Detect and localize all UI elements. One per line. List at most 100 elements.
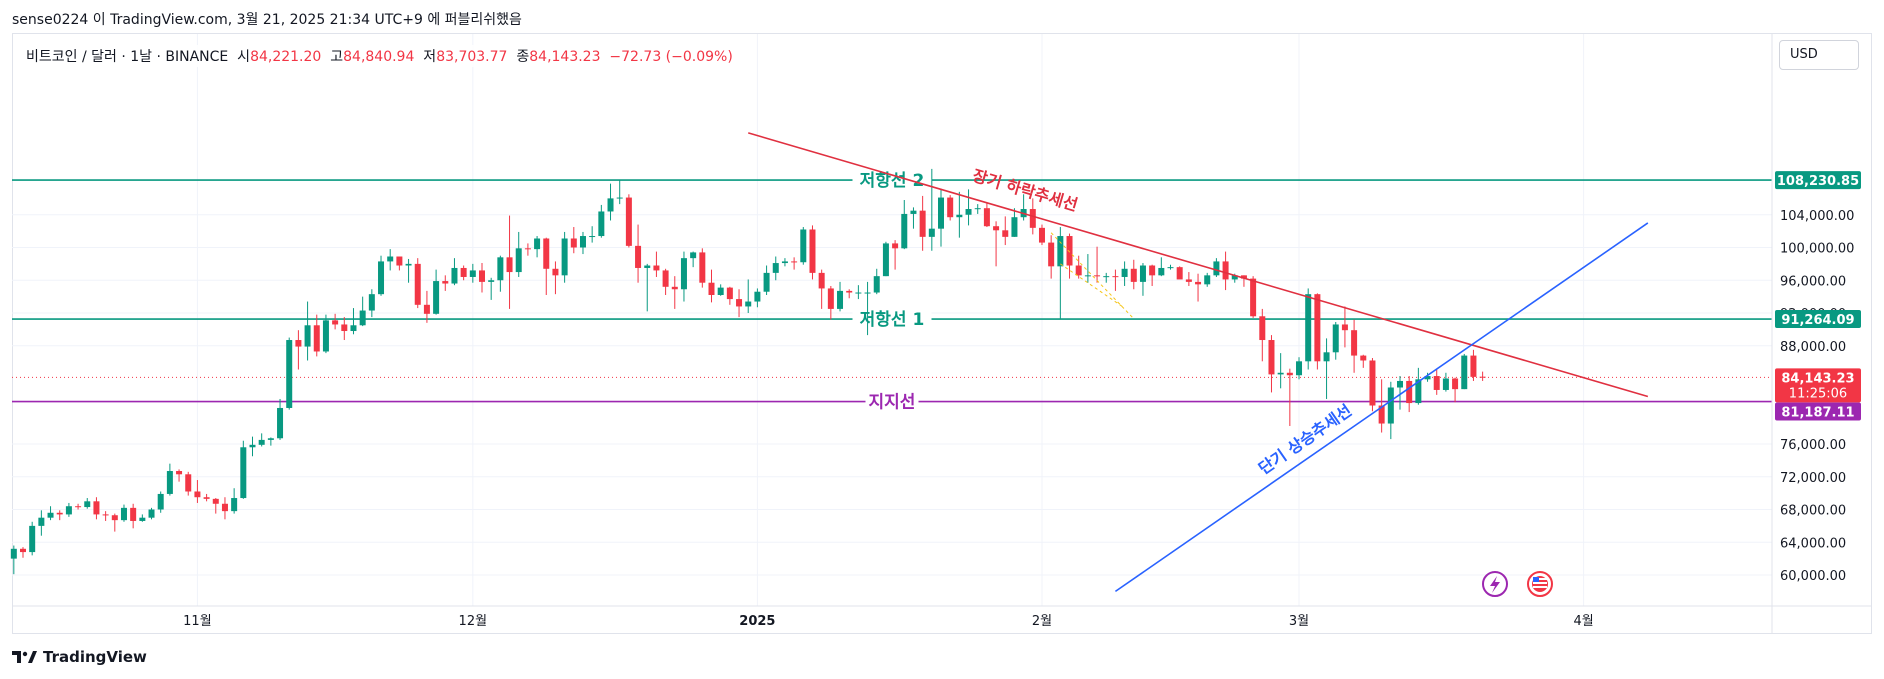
candle-body xyxy=(1470,355,1477,377)
candle-body xyxy=(818,272,825,289)
candle-body xyxy=(772,263,779,273)
time-tick-label: 2월 xyxy=(1032,614,1052,629)
candle-body xyxy=(286,340,293,408)
candle-body xyxy=(423,304,430,314)
time-tick-label: 2025 xyxy=(739,614,775,629)
candle-body xyxy=(387,256,394,262)
candle-body xyxy=(332,320,339,325)
level-label-bg xyxy=(852,169,932,192)
candle-body xyxy=(745,301,752,307)
candle-body xyxy=(644,265,651,268)
candle-body xyxy=(864,292,871,294)
candle-body xyxy=(781,261,788,264)
candle-body xyxy=(221,503,228,512)
time-tick-label: 3월 xyxy=(1289,614,1309,629)
candle-body xyxy=(1387,387,1394,424)
candle-body xyxy=(212,498,219,504)
candle-body xyxy=(359,310,366,326)
candle-body xyxy=(1240,275,1247,279)
open-label: 시 xyxy=(237,49,251,65)
candle-body xyxy=(1130,268,1137,282)
trendline xyxy=(1114,222,1649,593)
candle-body xyxy=(1121,268,1128,277)
dotted-pattern-line xyxy=(1060,263,1125,309)
low-value: 83,703.77 xyxy=(436,49,508,65)
resistance1-price-tag-bg xyxy=(1775,310,1861,329)
candle-body xyxy=(1378,405,1385,424)
chart-frame[interactable] xyxy=(12,33,1872,634)
candle-body xyxy=(258,439,265,445)
trendline xyxy=(747,132,1649,398)
grid-layer xyxy=(12,34,1772,606)
candle-body xyxy=(607,198,614,212)
candle-body xyxy=(791,261,798,263)
candle-body xyxy=(1195,281,1202,285)
candle-body xyxy=(1397,380,1403,388)
candle-body xyxy=(368,294,375,311)
candle-body xyxy=(1149,265,1156,276)
candle-body xyxy=(754,291,761,302)
candle-body xyxy=(267,438,274,440)
candle-body xyxy=(313,325,320,352)
candle-body xyxy=(148,509,155,518)
candle-body xyxy=(1222,261,1229,280)
flash-event-icon[interactable] xyxy=(1482,571,1508,597)
support-price-tag-bg xyxy=(1775,402,1861,421)
candle-body xyxy=(304,325,311,347)
candle-body xyxy=(1066,236,1073,266)
candle-body xyxy=(809,229,816,273)
candle-body xyxy=(277,407,284,439)
dotted-pattern-line xyxy=(1050,232,1135,320)
candle-body xyxy=(185,474,192,492)
candles-layer xyxy=(10,168,1486,575)
candle-body xyxy=(460,267,467,277)
candle-body xyxy=(1415,379,1422,404)
candle-body xyxy=(442,281,449,284)
candle-body xyxy=(433,281,440,314)
candle-body xyxy=(93,501,100,515)
candle-body xyxy=(166,471,173,494)
time-tick-label: 4월 xyxy=(1573,614,1593,629)
candle-body xyxy=(680,258,687,290)
candle-body xyxy=(451,267,458,284)
candle-body xyxy=(1103,276,1110,278)
candle-body xyxy=(506,257,513,273)
candle-body xyxy=(570,238,577,248)
candle-body xyxy=(139,517,146,521)
countdown-tag: 11:25:06 xyxy=(1789,386,1847,401)
tradingview-logo-icon xyxy=(12,651,37,663)
candle-body xyxy=(1250,278,1257,317)
candle-body xyxy=(974,208,981,210)
currency-button[interactable]: USD xyxy=(1779,40,1859,70)
candle-body xyxy=(919,210,926,237)
candle-body xyxy=(176,471,183,475)
tradingview-logo[interactable]: TradingView xyxy=(12,648,147,666)
candle-body xyxy=(827,288,834,309)
time-tick-label: 12월 xyxy=(459,614,488,629)
open-value: 84,221.20 xyxy=(250,49,322,65)
levels-layer: 저항선 2 저항선 1 지지선 xyxy=(12,169,1772,413)
candle-body xyxy=(240,447,247,499)
candle-body xyxy=(901,213,908,249)
low-label: 저 xyxy=(423,49,437,65)
candle-body xyxy=(1351,330,1358,356)
level-label: 지지선 xyxy=(869,393,916,413)
us-flag-event-icon[interactable] xyxy=(1527,571,1553,597)
candle-body xyxy=(414,263,421,305)
candle-body xyxy=(598,211,605,237)
candle-body xyxy=(29,525,36,553)
close-label: 종 xyxy=(516,49,530,65)
candle-body xyxy=(993,226,1000,231)
candle-body xyxy=(524,248,531,250)
candle-body xyxy=(690,252,697,259)
candle-body xyxy=(846,290,853,293)
level-label: 저항선 1 xyxy=(860,309,925,330)
candle-body xyxy=(579,236,586,248)
candle-body xyxy=(983,208,990,227)
candle-body xyxy=(157,493,164,510)
candle-body xyxy=(543,238,550,269)
price-tick-label: 104,000.00 xyxy=(1780,209,1854,224)
candle-body xyxy=(873,276,880,293)
change-value: −72.73 (−0.09%) xyxy=(609,49,733,65)
